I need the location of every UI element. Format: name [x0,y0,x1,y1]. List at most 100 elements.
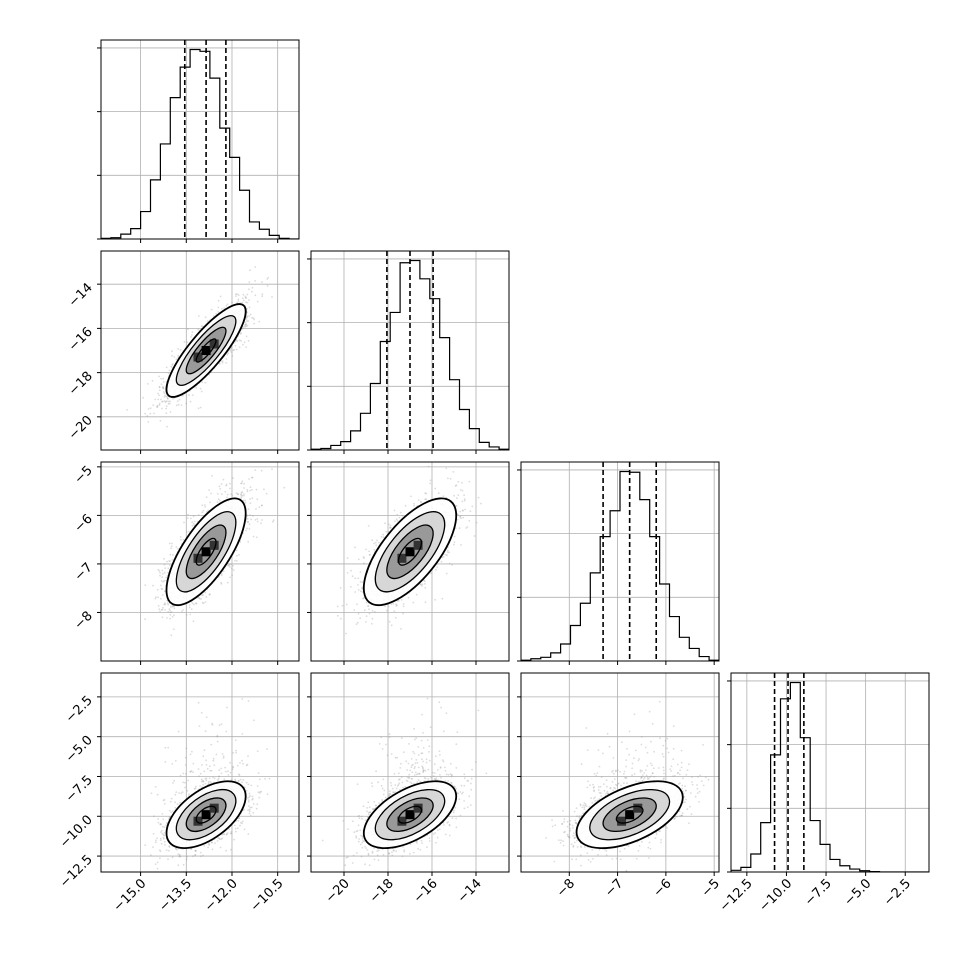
frame [100,461,300,662]
scatter-point [162,377,165,380]
scatter-point [163,558,166,560]
scatter-point [162,581,165,583]
scatter-point [237,493,240,496]
scatter-point [166,602,169,605]
scatter-point [216,501,219,503]
scatter-point [217,311,220,313]
scatter-point [240,496,243,498]
scatter-point [445,467,448,470]
scatter-point [246,527,249,530]
scatter-point [240,482,243,485]
scatter-point [240,494,243,496]
scatter-point [235,339,238,341]
scatter-point [367,605,370,607]
scatter-point [396,513,399,516]
scatter-point [209,501,211,504]
scatter-point [226,496,228,499]
scatter-point [176,400,179,402]
scatter-point [158,386,161,389]
scatter-point [165,366,168,369]
scatter-point [412,601,415,604]
scatter-point [195,602,198,605]
scatter-point [254,469,257,471]
scatter-point [245,529,247,532]
scatter-point [454,485,457,487]
scatter-point [162,386,165,389]
scatter-point [164,567,167,570]
scatter-point [188,394,190,396]
scatter-point [171,616,174,618]
scatter-point [197,328,200,331]
scatter-point [242,297,244,300]
scatter-point [182,538,185,541]
scatter-point [384,605,386,608]
scatter-point [245,323,247,326]
scatter-point [198,597,201,600]
scatter-point [447,549,449,552]
scatter-point [453,494,455,497]
hist-panel-p3 [727,672,930,873]
scatter-point [192,620,195,623]
scatter-point [221,361,224,364]
scatter-point [159,584,162,587]
scatter-point [255,508,257,510]
scatter-point [260,522,262,525]
hist-bars-p2 [521,470,719,661]
scatter-point [158,385,161,388]
scatter-point [245,296,247,299]
scatter-point [165,412,168,415]
scatter-point [156,405,158,408]
scatter-point [175,546,178,548]
scatter-point [191,524,194,527]
hist-panel-p2 [517,461,720,662]
contour-line-3 [165,497,247,607]
scatter-point [159,571,161,574]
scatter-point [237,294,240,297]
scatter-point [375,544,378,547]
scatter-point [176,547,179,550]
scatter-point [382,536,385,539]
scatter-point [415,593,418,596]
scatter-point [229,563,232,565]
scatter-point [400,599,403,601]
scatter-point [147,421,150,423]
scatter-point [457,513,459,516]
scatter-point [402,612,404,615]
scatter-point [126,409,128,411]
scatter-point [181,394,184,397]
scatter-point [160,587,163,590]
scatter-point [234,559,236,562]
scatter-point [249,514,251,516]
scatter-point [249,498,252,500]
scatter-point [170,547,173,550]
scatter-point [251,476,254,479]
scatter-point [246,316,248,318]
scatter-point [193,520,196,523]
scatter-point [226,353,229,356]
scatter-point [242,293,245,296]
scatter-point [228,563,231,566]
scatter-point [183,341,186,343]
scatter-point [357,558,360,561]
scatter-point [251,290,253,293]
scatter-point [245,346,248,348]
scatter-point [162,387,165,390]
scatter-point [374,610,376,613]
scatter-point [187,513,189,516]
scatter-point [435,568,437,571]
scatter-point [158,402,161,405]
scatter-point [243,493,245,495]
scatter-point [158,404,161,406]
scatter-point [229,349,232,352]
density-bin [209,540,219,550]
scatter-point [171,364,174,366]
frame-p1 [310,250,510,451]
scatter-point [168,608,171,610]
scatter-point [189,400,192,403]
scatter-point [221,360,224,363]
scatter-point [204,381,207,384]
scatter-point [226,303,229,306]
scatter-point [173,356,176,358]
scatter-point [400,628,402,630]
scatter-point [191,394,194,396]
